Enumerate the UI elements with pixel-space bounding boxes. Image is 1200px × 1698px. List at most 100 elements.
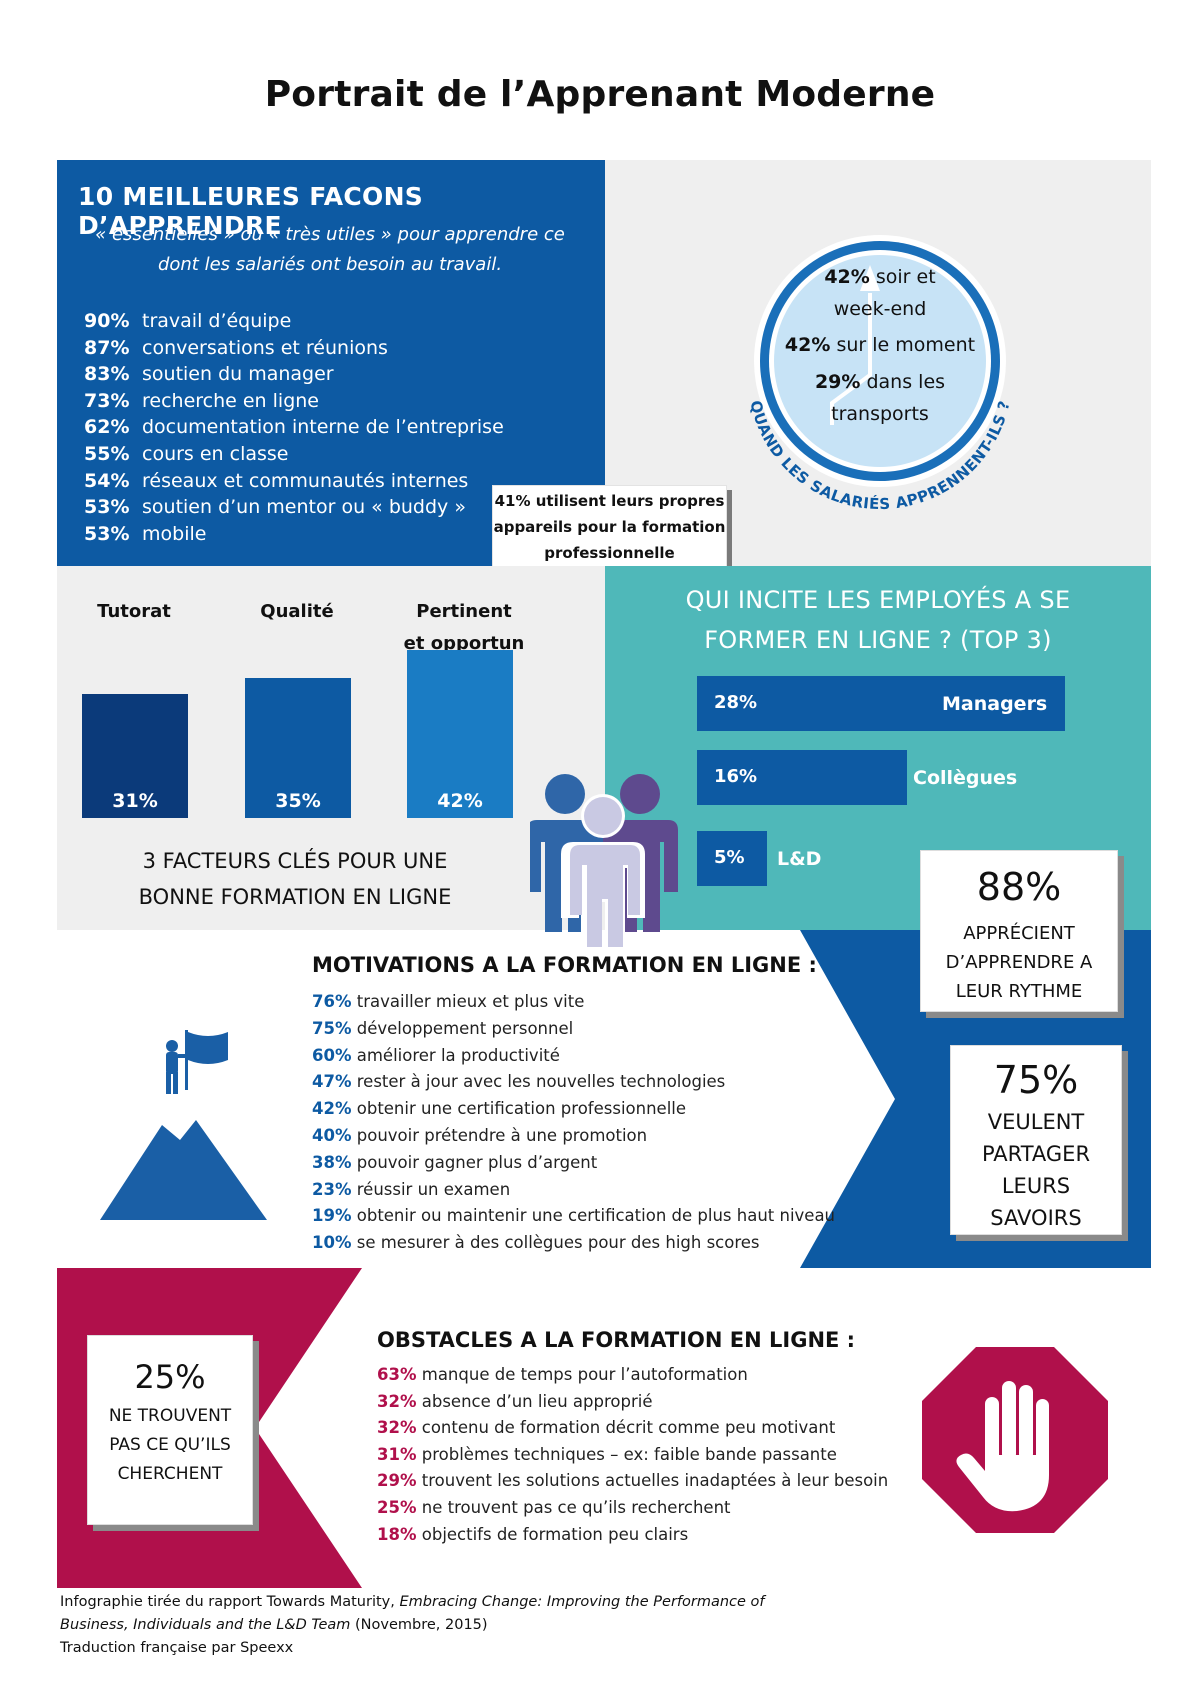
when-evening-text: soir et [869, 266, 936, 288]
mountain-flag-icon [100, 1030, 267, 1220]
list-item-label: améliorer la productivité [351, 1045, 560, 1065]
list-item-pct: 32% [377, 1391, 417, 1411]
rhythm-pct: 88% [976, 865, 1062, 909]
list-item-label: réussir un examen [351, 1179, 511, 1199]
own-devices-line3: professionnelle [544, 544, 675, 562]
list-item: 53% soutien d’un mentor ou « buddy » [84, 494, 504, 521]
list-item-pct: 53% [84, 496, 130, 519]
list-item: 38% pouvoir gagner plus d’argent [312, 1150, 835, 1177]
factors-caption-line2: BONNE FORMATION EN LIGNE [138, 885, 452, 909]
list-item-pct: 55% [84, 442, 130, 465]
list-item: 42% obtenir une certification profession… [312, 1096, 835, 1123]
list-item-pct: 75% [312, 1018, 352, 1038]
list-item-label: soutien d’un mentor ou « buddy » [142, 496, 466, 519]
list-item-pct: 23% [312, 1179, 352, 1199]
top-ways-list: 90% travail d’équipe 87% conversations et … [84, 308, 504, 547]
factor-label-line1: Pertinent [416, 601, 512, 622]
factor-label-line1: Qualité [260, 601, 334, 622]
when-evening-line1: 42% soir et [760, 261, 1000, 293]
list-item-label: problèmes techniques – ex: faible bande … [416, 1444, 837, 1464]
when-transport-text: dans les [860, 371, 946, 393]
list-item-label: contenu de formation décrit comme peu mo… [416, 1418, 836, 1438]
list-item: 63% manque de temps pour l’autoformation [377, 1362, 888, 1389]
list-item: 10% se mesurer à des collègues pour des … [312, 1230, 835, 1257]
own-devices-line2: appareils pour la formation [493, 518, 726, 536]
list-item-pct: 18% [377, 1524, 417, 1544]
incite-heading: QUI INCITE LES EMPLOYÉS A SE FORMER EN L… [605, 580, 1151, 660]
when-moment: 42% sur le moment [760, 329, 1000, 361]
incite-bar-label-collegues: Collègues [913, 767, 1018, 789]
list-item-pct: 19% [312, 1206, 352, 1226]
list-item-label: manque de temps pour l’autoformation [416, 1365, 748, 1384]
list-item: 23% réussir un examen [312, 1177, 835, 1204]
when-moment-pct: 42% [784, 334, 831, 356]
top-ways-subtitle-line1: « essentielles » ou « très utiles » pour… [95, 224, 565, 245]
list-item-label: trouvent les solutions actuelles inadapt… [416, 1471, 889, 1491]
factor-label-qualite: Qualité [212, 596, 382, 628]
obstacles-heading: OBSTACLES A LA FORMATION EN LIGNE : [377, 1328, 856, 1352]
list-item-label: cours en classe [142, 442, 289, 465]
list-item-label: travailler mieux et plus vite [351, 992, 585, 1011]
rhythm-stat-card: 88% APPRÉCIENT D’APPRENDRE A LEUR RYTHME [920, 850, 1118, 1012]
rhythm-line3: LEUR RYTHME [955, 981, 1083, 1002]
footer-report-title: Embracing Change: Improving the Performa… [60, 1594, 765, 1633]
stop-hand-icon [922, 1347, 1108, 1533]
list-item: 54% réseaux et communautés internes [84, 468, 504, 495]
list-item-label: réseaux et communautés internes [142, 469, 469, 492]
list-item-label: recherche en ligne [142, 389, 319, 412]
incite-bar-value: 16% [714, 766, 758, 787]
incite-bar-value: 28% [714, 692, 758, 713]
factors-caption: 3 FACTEURS CLÉS POUR UNE BONNE FORMATION… [95, 843, 495, 915]
list-item: 53% mobile [84, 521, 504, 548]
factor-bar-value: 35% [275, 790, 321, 812]
list-item-pct: 60% [312, 1045, 352, 1065]
list-item-pct: 63% [377, 1365, 417, 1384]
when-evening-pct: 42% [824, 266, 870, 288]
rhythm-line2: D’APPRENDRE A [945, 952, 1093, 973]
factor-label-line2: et opportun [403, 633, 525, 654]
incite-bar-collegues: 16% [697, 750, 908, 805]
list-item-pct: 31% [377, 1444, 417, 1464]
list-item: 83% soutien du manager [84, 361, 504, 388]
incite-bar-ld: 5% [697, 831, 767, 886]
list-item: 76% travailler mieux et plus vite [312, 989, 835, 1016]
incite-bar-managers: 28% [697, 676, 1066, 731]
people-group-icon [530, 774, 678, 950]
list-item-pct: 40% [312, 1125, 352, 1145]
when-learn-circle-graphic: QUAND LES SALARIÉS APPRENNENT-ILS ? [746, 235, 1013, 513]
factor-bar-qualite: 35% [245, 678, 351, 818]
when-evening-line2: week-end [833, 298, 927, 320]
share-stat-card: 75% VEULENT PARTAGER LEURS SAVOIRS [950, 1045, 1122, 1235]
motivations-heading: MOTIVATIONS A LA FORMATION EN LIGNE : [312, 953, 817, 977]
top-ways-subtitle: « essentielles » ou « très utiles » pour… [70, 220, 590, 280]
factor-label-line1: Tutorat [97, 601, 171, 622]
when-transport-line2: transports [831, 403, 929, 425]
list-item-pct: 29% [377, 1471, 417, 1491]
motivations-list: 76% travailler mieux et plus vite 75% dé… [312, 989, 835, 1257]
list-item-label: absence d’un lieu approprié [416, 1391, 653, 1411]
when-transport-pct: 29% [814, 371, 861, 393]
list-item-label: pouvoir prétendre à une promotion [351, 1125, 648, 1145]
page-title: Portrait de l’Apprenant Moderne [264, 74, 936, 115]
when-transport: 29% dans les transports [760, 366, 1000, 430]
list-item: 75% développement personnel [312, 1016, 835, 1043]
own-devices-line1: 41% utilisent leurs propres [494, 492, 725, 510]
list-item-label: ne trouvent pas ce qu’ils recherchent [416, 1497, 731, 1517]
list-item-label: développement personnel [351, 1018, 574, 1038]
footer-source: Infographie tirée du rapport Towards Mat… [60, 1591, 820, 1637]
list-item: 60% améliorer la productivité [312, 1043, 835, 1070]
list-item: 55% cours en classe [84, 441, 504, 468]
list-item-label: objectifs de formation peu clairs [416, 1524, 689, 1544]
factor-bar-tutorat: 31% [82, 694, 188, 818]
list-item-pct: 62% [84, 416, 130, 439]
factor-bar-value: 42% [437, 790, 483, 812]
list-item-pct: 54% [84, 469, 130, 492]
circle-light-fill [774, 255, 986, 467]
factor-bar-value: 31% [112, 790, 158, 812]
list-item: 29% trouvent les solutions actuelles ina… [377, 1468, 888, 1495]
list-item-pct: 73% [84, 389, 130, 412]
list-item: 18% objectifs de formation peu clairs [377, 1522, 888, 1549]
list-item-label: obtenir une certification professionnell… [351, 1099, 687, 1119]
list-item: 73% recherche en ligne [84, 388, 504, 415]
list-item-label: obtenir ou maintenir une certification d… [351, 1206, 836, 1226]
